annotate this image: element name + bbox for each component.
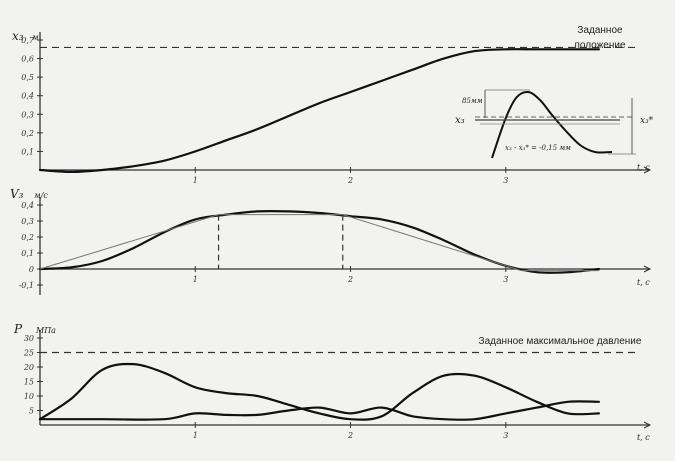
y-tick-label-1-5: 0,6 [21, 55, 34, 64]
y-tick-label-3-0: 5 [29, 407, 34, 416]
ylabel-1: x₃ [12, 29, 24, 43]
y-tick-label-3-1: 10 [24, 392, 34, 401]
xunit-3: t, c [637, 433, 650, 442]
y-tick-label-3-5: 30 [24, 334, 34, 343]
y-tick-label-2-1: 0 [29, 265, 34, 274]
x-tick-label-3-1: 2 [347, 431, 353, 440]
x-tick-label-2-0: 1 [193, 275, 198, 284]
y-tick-label-2-2: 0,1 [21, 249, 34, 258]
y-tick-label-2-4: 0,3 [21, 217, 34, 226]
inset-label-amplitude: 85мм [462, 97, 483, 105]
yunit-3: МПа [35, 326, 56, 335]
ylabel-3: P [13, 322, 23, 336]
xunit-1: t, c [637, 163, 650, 172]
y-tick-label-2-3: 0,2 [21, 233, 34, 242]
xunit-2: t, c [637, 278, 650, 287]
inset-curve [491, 90, 613, 159]
x-axis-arrow-2 [643, 265, 652, 273]
yunit-1: м [32, 33, 39, 42]
series-line-1-1 [38, 48, 600, 173]
annotation-1-line1: Заданное [577, 25, 623, 36]
series-line-3-1 [38, 362, 600, 421]
y-tick-label-1-4: 0,5 [21, 73, 34, 82]
y-tick-label-1-1: 0,2 [21, 129, 34, 138]
y-tick-label-1-3: 0,4 [21, 92, 34, 101]
y-tick-label-3-2: 15 [24, 378, 34, 387]
x-axis-arrow-1 [643, 166, 652, 174]
x-tick-label-3-0: 1 [193, 431, 198, 440]
y-tick-label-1-6: 0,7 [21, 36, 35, 45]
inset-label-error: x₃ - x₃* = -0,15 мм [505, 144, 571, 152]
y-tick-label-1-2: 0,3 [21, 110, 34, 119]
x-tick-label-1-2: 3 [503, 176, 508, 185]
inset-label-left: x₃ [455, 115, 465, 126]
x-tick-label-2-1: 2 [347, 275, 353, 284]
x-tick-label-2-2: 3 [503, 275, 508, 284]
yunit-2: м/с [34, 191, 48, 200]
annotation-1-line2: положение [574, 40, 626, 51]
x-tick-label-3-2: 3 [503, 431, 508, 440]
ylabel-2: V₃ [10, 187, 24, 201]
y-tick-label-3-4: 25 [23, 349, 34, 358]
annotation-3: Заданное максимальное давление [479, 336, 642, 347]
x-tick-label-1-1: 2 [347, 176, 353, 185]
inset-label-right: x₃* [640, 116, 654, 126]
y-tick-label-2-5: 0,4 [21, 201, 34, 210]
y-tick-label-2-0: -0,1 [19, 281, 34, 290]
series-line-3-2 [38, 400, 600, 421]
y-tick-label-1-0: 0,1 [21, 147, 34, 156]
x-axis-arrow-3 [643, 421, 652, 429]
series-line-2-2 [39, 214, 600, 272]
x-tick-label-1-0: 1 [193, 176, 198, 185]
series-line-2-1 [38, 210, 600, 274]
y-tick-label-3-3: 20 [23, 363, 34, 372]
